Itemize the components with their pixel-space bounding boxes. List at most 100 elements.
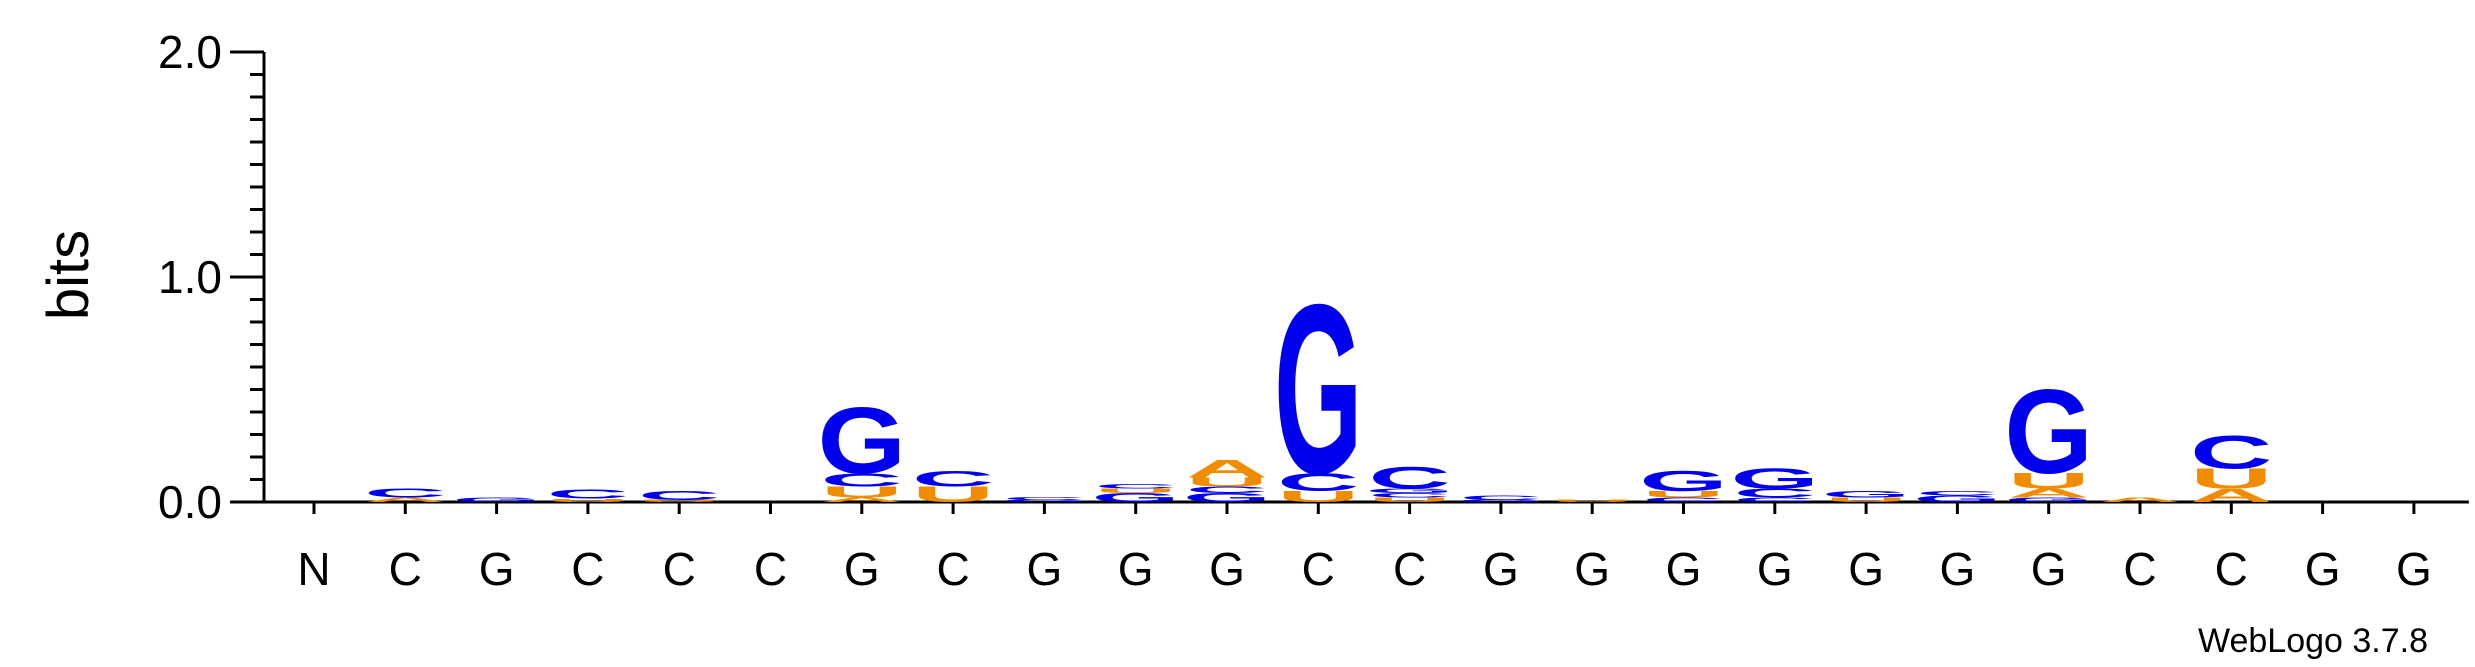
logo-letter-u: U <box>1186 475 1268 489</box>
logo-letter-a: A <box>364 496 446 503</box>
position-label: G <box>1757 543 1793 595</box>
logo-stack: CCG <box>1731 463 1820 503</box>
logo-stack: UG <box>1822 489 1911 503</box>
logo-letter-u: U <box>1368 496 1450 503</box>
position-label: G <box>2396 543 2432 595</box>
position-label: G <box>479 543 515 595</box>
logo-stack: U <box>1551 499 1633 503</box>
logo-letter-g: G <box>818 388 907 494</box>
position-label: G <box>1209 543 1245 595</box>
logo-letter-c: C <box>1003 496 1085 501</box>
position-label: N <box>297 543 330 595</box>
y-tick-label: 2.0 <box>158 26 222 78</box>
x-axis: N C G C C C G C G G G C C G G G G G G G C C G G <box>264 500 2469 595</box>
logo-stack: UCG <box>1274 255 1363 525</box>
y-tick-label: 1.0 <box>158 251 222 303</box>
logo-stack: GC <box>1457 494 1546 503</box>
logo-letter-c: C <box>1095 483 1177 490</box>
logo-letter-c: C <box>547 487 629 501</box>
logo-letter-g: G <box>1822 489 1911 500</box>
logo-letter-a: A <box>2008 486 2090 500</box>
logo-letter-g: G <box>2004 496 2093 503</box>
logo-letter-u: U <box>1277 488 1359 506</box>
logo-stack: GC <box>1913 490 2002 504</box>
logo-letter-g: G <box>1365 487 1454 494</box>
y-axis-title: bits <box>36 230 101 320</box>
logo-stack: UC <box>638 489 720 503</box>
logo-stack: GC <box>1000 496 1089 503</box>
logo-letter-u: U <box>547 498 629 503</box>
y-axis: 0.0 1.0 2.0 <box>158 26 266 528</box>
logo-letter-a: A <box>2190 485 2272 506</box>
logo-letter-g: G <box>1000 499 1089 503</box>
logo-letter-c: C <box>638 489 720 503</box>
position-label: G <box>1483 543 1519 595</box>
logo-stack: CUG <box>1639 465 1728 503</box>
logo-letter-c: C <box>1368 460 1450 495</box>
logo-letter-c: C <box>364 486 446 500</box>
logo-letter-u: U <box>821 483 903 501</box>
logo-letter-g: G <box>2004 364 2093 498</box>
logo-letter-g: G <box>1457 499 1546 503</box>
position-label: C <box>936 543 969 595</box>
y-tick-label: 0.0 <box>158 476 222 528</box>
logo-letter-c: C <box>1368 492 1450 499</box>
logo-letter-g: G <box>1183 491 1272 505</box>
logo-letter-a: A <box>1186 455 1268 483</box>
logo-letter-g: G <box>452 496 541 503</box>
logo-letter-g: G <box>1274 255 1363 525</box>
position-label: G <box>1027 543 1063 595</box>
position-label: G <box>1118 543 1154 595</box>
logo-letter-u: U <box>2190 463 2272 495</box>
logo-stack: UC <box>912 467 994 507</box>
logo-letter-c: C <box>912 467 994 491</box>
logo-letter-c: C <box>1916 490 1998 497</box>
logo-letter-a: A <box>821 496 903 503</box>
position-label: G <box>2305 543 2341 595</box>
logo-stack: UC <box>547 487 629 503</box>
position-label: G <box>1666 543 1702 595</box>
logo-letter-c: C <box>821 469 903 490</box>
position-label: C <box>663 543 696 595</box>
position-label: C <box>389 543 422 595</box>
logo-letter-c: C <box>1734 486 1816 500</box>
position-label: G <box>844 543 880 595</box>
position-label: G <box>1940 543 1976 595</box>
logo-stack: G <box>452 496 541 503</box>
position-label: C <box>1302 543 1335 595</box>
logo-letter-g: G <box>1731 463 1820 495</box>
logo-stack: AC <box>364 486 446 503</box>
logo-letter-c: C <box>1734 496 1816 503</box>
logo-letter-u: U <box>1095 487 1177 494</box>
position-label: C <box>571 543 604 595</box>
logo-stack: GUC <box>1091 483 1180 505</box>
logo-letter-u: U <box>2008 469 2090 493</box>
logo-stack: A <box>2099 496 2181 503</box>
position-label: G <box>2031 543 2067 595</box>
logo-letter-u: U <box>1825 496 1907 503</box>
logo-letter-c: C <box>1460 494 1542 501</box>
logo-letter-c: C <box>1642 496 1724 503</box>
position-label: C <box>2123 543 2156 595</box>
position-label: G <box>1574 543 1610 595</box>
logo-letter-u: U <box>1551 499 1633 503</box>
position-label: C <box>1393 543 1426 595</box>
weblogo-credit: WebLogo 3.7.8 <box>2198 622 2428 660</box>
logo-letter-c: C <box>1186 485 1268 496</box>
logo-letter-u: U <box>638 499 720 503</box>
position-label: C <box>2215 543 2248 595</box>
logo-letter-c: C <box>2190 426 2272 478</box>
position-label: G <box>1848 543 1884 595</box>
logo-stack: AUC <box>2190 426 2272 506</box>
logo-letter-a: A <box>2099 496 2181 503</box>
logo-letter-c: C <box>1277 468 1359 496</box>
logo-letter-g: G <box>1639 465 1728 497</box>
position-label: C <box>754 543 787 595</box>
logo-letter-g: G <box>1913 494 2002 505</box>
